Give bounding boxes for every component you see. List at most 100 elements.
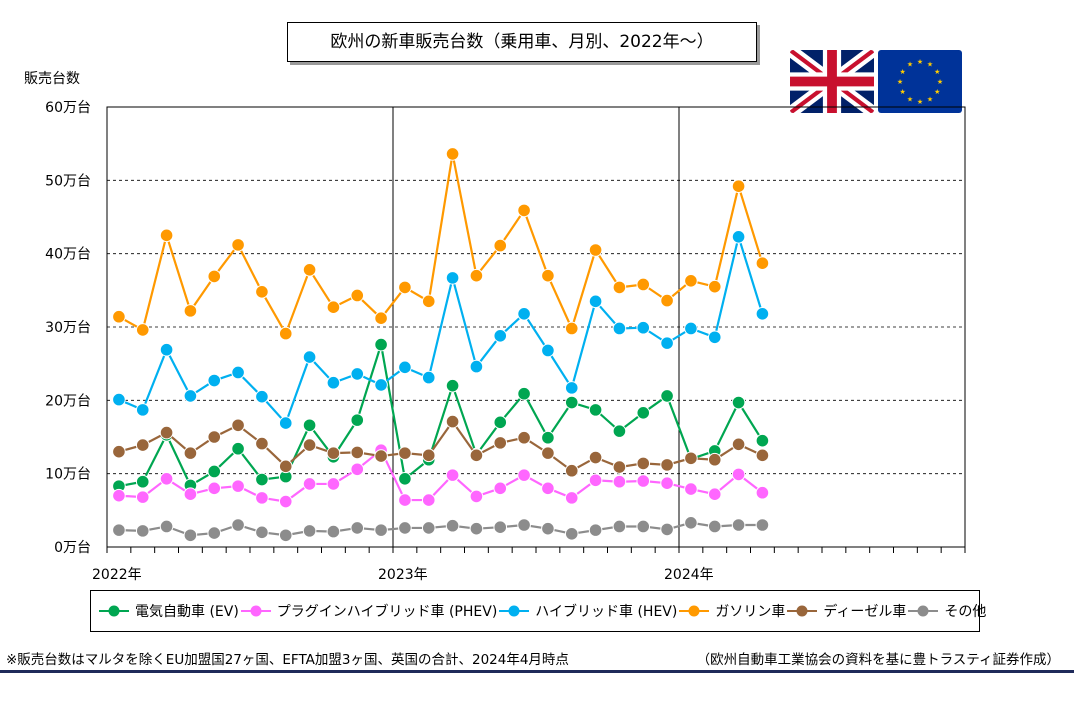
footnote: ※販売台数はマルタを除くEU加盟国27ヶ国、EFTA加盟3ヶ国、英国の合計、20… [6,652,569,668]
legend-label: ディーゼル車 [823,604,907,620]
data-point [398,360,412,375]
data-point [755,307,770,321]
data-point [707,452,722,467]
data-point [255,491,269,505]
series-line [118,153,764,337]
data-point [278,326,293,341]
data-point [731,179,746,193]
data-point [517,386,531,401]
svg-text:★: ★ [917,98,923,106]
legend-item: その他 [906,601,986,621]
data-point [207,373,222,388]
data-point [421,294,436,309]
data-point [159,228,174,243]
legend-label: プラグインハイブリッド車 (PHEV) [276,604,498,620]
data-point [564,463,579,478]
data-point [207,464,222,479]
bottom-divider [0,670,1074,673]
data-point [684,482,698,496]
svg-text:★: ★ [907,61,913,69]
data-point [564,321,579,336]
data-point [135,438,150,452]
data-point [493,415,508,430]
legend-swatch [787,605,818,617]
data-point [541,521,555,536]
legend-label: ガソリン車 [715,604,786,620]
data-point [707,487,722,502]
data-point [493,520,508,535]
series-line [118,521,763,537]
data-point [278,416,293,430]
data-point [159,519,174,534]
data-point [398,472,412,486]
x-tick-label: 2024年 [664,567,714,583]
data-point [588,450,603,465]
data-point [660,293,674,308]
data-point [302,418,317,433]
data-point [660,458,674,472]
data-point [231,418,245,433]
legend-item: 電気自動車 (EV) [97,601,239,621]
legend-item: プラグインハイブリッド車 (PHEV) [239,601,498,621]
data-point [398,521,412,535]
svg-text:★: ★ [934,88,940,96]
data-point [588,403,603,417]
x-tick-label: 2022年 [92,567,142,583]
data-point [231,365,245,380]
data-point [684,451,698,466]
data-point [469,448,484,463]
data-point [636,456,651,471]
legend-label: 電気自動車 (EV) [135,604,239,620]
data-point [350,445,365,460]
series-line [118,232,764,426]
svg-text:★: ★ [907,95,913,103]
source-note: （欧州自動車工業協会の資料を基に豊トラスティ証券作成） [696,652,1060,668]
data-point [445,271,460,285]
data-point [612,519,627,534]
data-point [112,523,126,537]
y-tick-label: 20万台 [45,393,91,409]
data-point [445,414,460,429]
data-point [541,268,555,283]
data-point [207,430,222,444]
data-point [183,304,198,318]
data-point [135,403,150,417]
y-axis-label: 販売台数 [24,71,80,87]
data-point [564,527,579,541]
data-point [255,285,269,299]
data-point [112,488,126,503]
svg-text:★: ★ [917,58,923,66]
data-point [326,477,341,491]
legend-item: ハイブリッド車 (HEV) [497,601,677,621]
data-point [660,522,674,537]
data-point [517,430,531,445]
legend-swatch [908,605,939,617]
data-point [302,477,317,491]
data-point [541,446,555,460]
series [112,147,770,543]
legend-label: ハイブリッド車 (HEV) [535,604,678,620]
data-point [231,238,245,252]
series-line [118,344,764,488]
series-line [118,419,763,473]
svg-text:★: ★ [897,78,903,86]
svg-text:★: ★ [900,88,906,96]
svg-text:★: ★ [937,78,943,86]
data-point [326,300,341,315]
data-point [302,263,317,277]
data-point [183,528,198,543]
data-point [302,350,317,364]
data-point [564,395,579,410]
data-point [707,519,722,534]
data-point [636,406,651,420]
data-point [421,521,436,535]
data-point [350,521,365,535]
data-point [112,444,126,459]
data-point [660,476,674,491]
data-point [135,323,150,337]
y-tick-label: 0万台 [54,540,91,556]
data-point [636,320,651,335]
data-point [183,446,198,460]
data-point [731,230,746,244]
series-3 [112,147,770,341]
